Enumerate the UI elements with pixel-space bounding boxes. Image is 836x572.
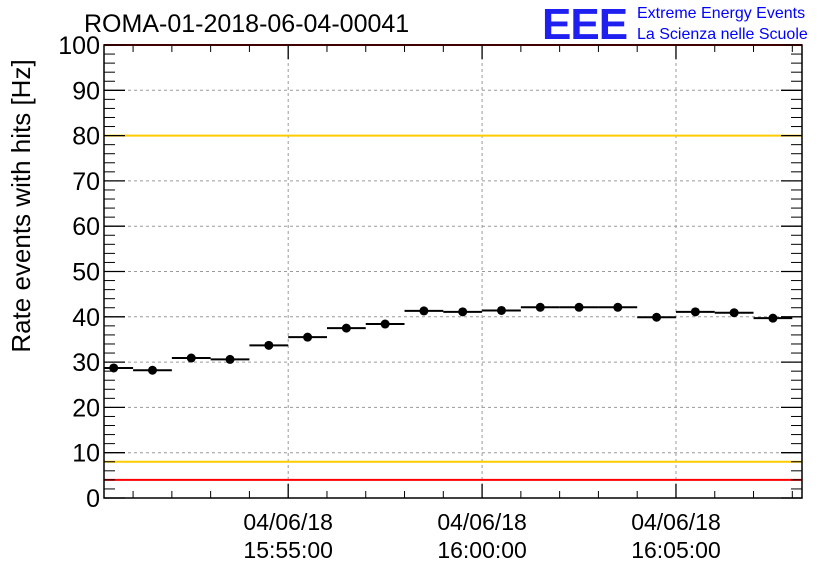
reference-lines	[104, 44, 802, 481]
data-point	[109, 363, 119, 373]
y-tick-label: 40	[72, 304, 100, 332]
eee-logo-mark: EEE	[542, 0, 627, 49]
data-point	[535, 302, 545, 312]
x-tick-label-time: 15:55:00	[243, 537, 333, 563]
chart-title: ROMA-01-2018-06-04-00041	[84, 10, 409, 38]
data-point	[380, 319, 390, 329]
y-tick-label: 0	[86, 485, 100, 513]
data-point	[768, 313, 778, 323]
data-point	[652, 312, 662, 322]
data-point	[341, 323, 351, 333]
y-tick-label: 30	[72, 349, 100, 377]
x-tick-label-time: 16:00:00	[437, 537, 527, 563]
data-series	[104, 302, 793, 375]
axis-tick-labels: 010203040506070809010004/06/1815:55:0004…	[58, 32, 720, 563]
x-tick-label-date: 04/06/18	[631, 509, 721, 535]
data-point	[147, 365, 157, 375]
y-tick-label: 50	[72, 259, 100, 287]
x-tick-label-date: 04/06/18	[437, 509, 527, 535]
y-tick-label: 100	[58, 32, 100, 60]
data-point	[613, 302, 623, 312]
data-point	[574, 302, 584, 312]
data-point	[303, 332, 313, 342]
y-tick-label: 80	[72, 123, 100, 151]
data-point	[729, 308, 739, 318]
y-tick-label: 70	[72, 168, 100, 196]
y-tick-label: 10	[72, 440, 100, 468]
data-point	[690, 307, 700, 317]
logo-line-2: La Scienza nelle Scuole	[637, 26, 808, 43]
eee-logo: EEE Extreme Energy Events La Scienza nel…	[542, 0, 808, 49]
x-tick-label-time: 16:05:00	[631, 537, 721, 563]
y-tick-label: 20	[72, 394, 100, 422]
data-point	[264, 340, 274, 350]
data-point	[458, 307, 468, 317]
grid	[104, 45, 802, 498]
y-axis-label: Rate events with hits [Hz]	[6, 59, 36, 352]
data-point	[186, 353, 196, 363]
y-tick-label: 90	[72, 77, 100, 105]
y-tick-label: 60	[72, 213, 100, 241]
plot-frame	[103, 44, 803, 499]
data-point	[225, 354, 235, 364]
x-tick-label-date: 04/06/18	[243, 509, 333, 535]
logo-line-1: Extreme Energy Events	[637, 5, 805, 22]
data-point	[496, 305, 506, 315]
data-point	[419, 306, 429, 316]
